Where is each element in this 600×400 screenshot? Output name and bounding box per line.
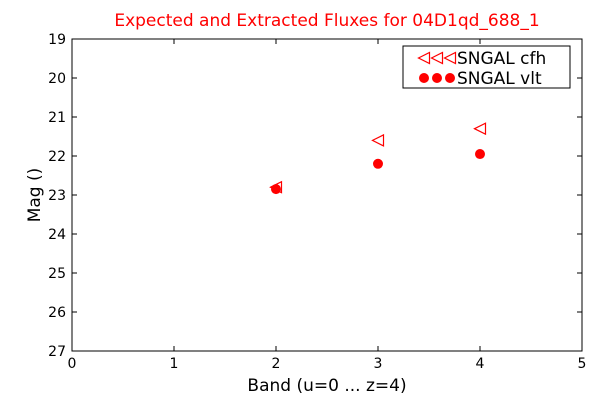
x-tick-label: 1 <box>170 356 179 372</box>
x-axis-label: Band (u=0 ... z=4) <box>247 376 406 396</box>
legend-marker <box>443 51 457 65</box>
series-0 <box>269 122 487 194</box>
data-point <box>473 122 487 136</box>
x-tick-label: 0 <box>68 356 77 372</box>
chart-title: Expected and Extracted Fluxes for 04D1qd… <box>114 11 539 31</box>
legend-marker <box>419 73 429 83</box>
y-tick-label: 24 <box>48 227 66 243</box>
y-axis-label: Mag () <box>25 168 45 223</box>
legend-label: SNGAL vlt <box>457 69 542 89</box>
legend-marker <box>430 51 444 65</box>
x-tick-label: 3 <box>374 356 383 372</box>
x-tick-label: 4 <box>476 356 485 372</box>
x-tick-label: 2 <box>272 356 281 372</box>
y-tick-label: 20 <box>48 71 66 87</box>
y-tick-label: 22 <box>48 149 66 165</box>
y-tick-label: 25 <box>48 266 66 282</box>
data-point <box>373 158 383 169</box>
legend-marker <box>432 73 442 83</box>
y-tick-label: 21 <box>48 110 66 126</box>
y-tick-label: 19 <box>48 32 66 48</box>
legend-marker <box>417 51 431 65</box>
series-1 <box>271 149 485 195</box>
data-point <box>475 149 485 160</box>
legend-label: SNGAL cfh <box>457 49 546 69</box>
y-tick-label: 27 <box>48 344 66 360</box>
x-tick-label: 5 <box>578 356 587 372</box>
legend-marker <box>445 73 455 83</box>
y-tick-label: 26 <box>48 305 66 321</box>
legend-box <box>402 45 571 89</box>
data-point <box>371 133 385 147</box>
data-point <box>271 184 281 195</box>
y-tick-label: 23 <box>48 188 66 204</box>
